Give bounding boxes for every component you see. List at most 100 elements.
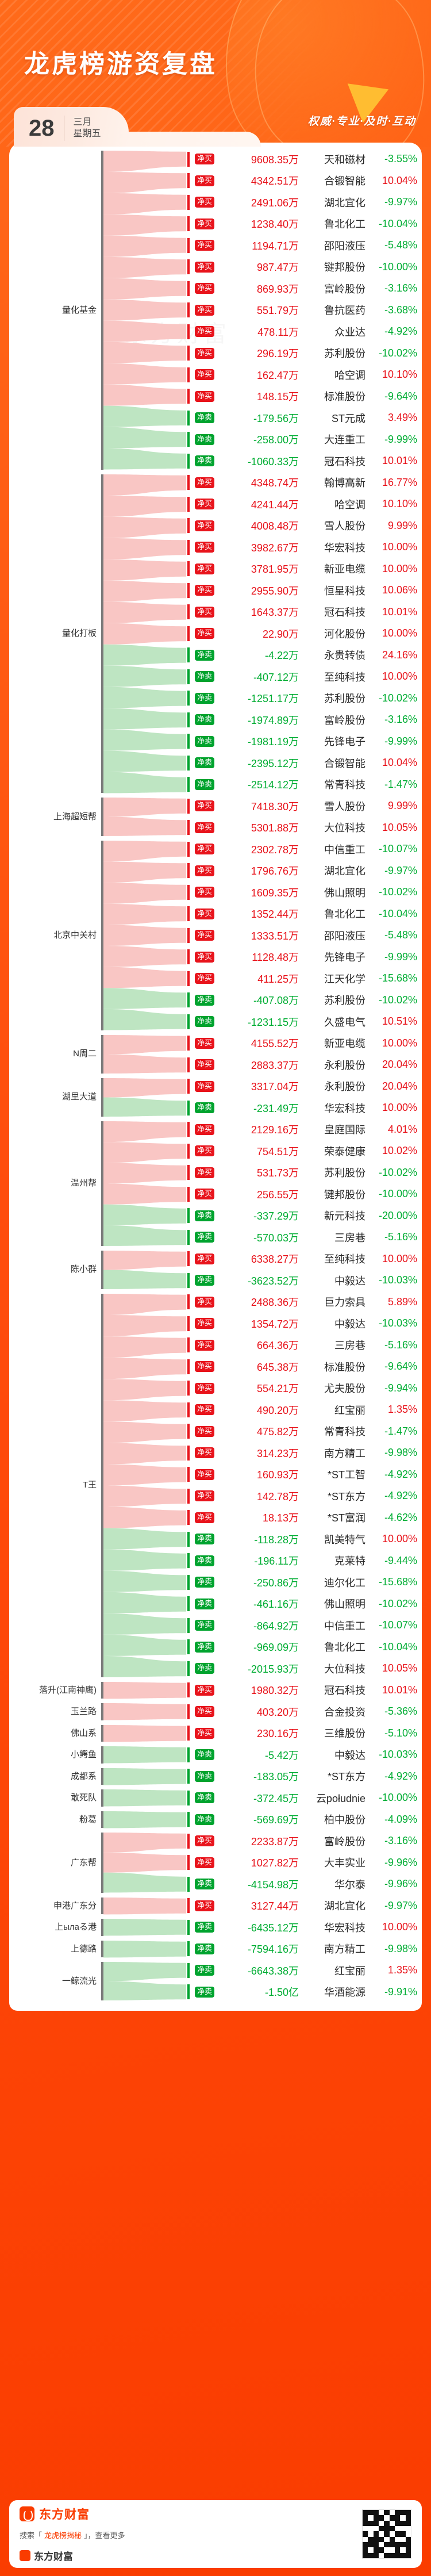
table-row[interactable]: 净卖 -461.16万 佛山照明 -10.02% xyxy=(187,1593,422,1615)
stock-name[interactable]: 新亚电缆 xyxy=(324,564,365,576)
table-row[interactable]: 净卖 -1060.33万 冠石科技 10.01% xyxy=(187,450,422,472)
table-row[interactable]: 净卖 -2514.12万 常青科技 -1.47% xyxy=(187,774,422,796)
table-row[interactable]: 净买 664.36万 三房巷 -5.16% xyxy=(187,1335,422,1356)
table-row[interactable]: 净买 3781.95万 新亚电缆 10.00% xyxy=(187,558,422,580)
table-row[interactable]: 净买 1980.32万 冠石科技 10.01% xyxy=(187,1680,422,1701)
table-row[interactable]: 净卖 -179.56万 ST元成 3.49% xyxy=(187,407,422,429)
table-row[interactable]: 净买 7418.30万 雪人股份 9.99% xyxy=(187,795,422,817)
stock-name[interactable]: 合金投资 xyxy=(324,1706,365,1718)
table-row[interactable]: 净买 1796.76万 湖北宜化 -9.97% xyxy=(187,860,422,882)
stock-name[interactable]: 苏利股份 xyxy=(324,1167,365,1179)
stock-name[interactable]: 红宝丽 xyxy=(334,1404,365,1416)
stock-name[interactable]: 湖北宜化 xyxy=(324,865,365,877)
table-row[interactable]: 净卖 -969.09万 鲁北化工 -10.04% xyxy=(187,1636,422,1658)
stock-name[interactable]: 尤夫股份 xyxy=(324,1383,365,1395)
stock-name[interactable]: 常青科技 xyxy=(324,779,365,791)
table-row[interactable]: 净买 2955.90万 恒星科技 10.06% xyxy=(187,580,422,601)
stock-name[interactable]: 中信重工 xyxy=(324,844,365,856)
table-row[interactable]: 净买 9608.35万 天和磁材 -3.55% xyxy=(187,148,422,170)
stock-name[interactable]: 雪人股份 xyxy=(324,520,365,532)
stock-name[interactable]: 键邦股份 xyxy=(324,262,365,274)
table-row[interactable]: 净买 6338.27万 至纯科技 10.00% xyxy=(187,1248,422,1270)
stock-name[interactable]: 常青科技 xyxy=(324,1426,365,1438)
stock-name[interactable]: 华宏科技 xyxy=(324,542,365,554)
table-row[interactable]: 净买 2491.06万 湖北宜化 -9.97% xyxy=(187,191,422,213)
table-row[interactable]: 净卖 -1981.19万 先锋电子 -9.99% xyxy=(187,731,422,753)
stock-name[interactable]: 恒星科技 xyxy=(324,585,365,597)
stock-name[interactable]: 键邦股份 xyxy=(324,1189,365,1201)
table-row[interactable]: 净买 1352.44万 鲁北化工 -10.04% xyxy=(187,903,422,925)
table-row[interactable]: 净买 148.15万 标准股份 -9.64% xyxy=(187,386,422,408)
stock-name[interactable]: 皇庭国际 xyxy=(324,1124,365,1136)
stock-name[interactable]: 大丰实业 xyxy=(324,1857,365,1869)
stock-name[interactable]: 哈空调 xyxy=(334,499,365,511)
stock-name[interactable]: 中毅达 xyxy=(334,1749,365,1761)
table-row[interactable]: 净卖 -1231.15万 久盛电气 10.51% xyxy=(187,1011,422,1033)
stock-name[interactable]: 永利股份 xyxy=(324,1059,365,1071)
stock-name[interactable]: 中毅达 xyxy=(334,1318,365,1330)
stock-name[interactable]: 河化股份 xyxy=(324,628,365,640)
table-row[interactable]: 净卖 -570.03万 三房巷 -5.16% xyxy=(187,1226,422,1248)
stock-name[interactable]: 至纯科技 xyxy=(324,1254,365,1266)
table-row[interactable]: 净买 3317.04万 永利股份 20.04% xyxy=(187,1076,422,1098)
table-row[interactable]: 净卖 -231.49万 华宏科技 10.00% xyxy=(187,1097,422,1119)
table-row[interactable]: 净买 1333.51万 邵阳液压 -5.48% xyxy=(187,925,422,946)
table-row[interactable]: 净买 314.23万 南方精工 -9.98% xyxy=(187,1442,422,1464)
table-row[interactable]: 净买 1027.82万 大丰实业 -9.96% xyxy=(187,1852,422,1874)
table-row[interactable]: 净卖 -118.28万 凯美特气 10.00% xyxy=(187,1528,422,1550)
stock-name[interactable]: 南方精工 xyxy=(324,1943,365,1956)
stock-name[interactable]: 华尔泰 xyxy=(334,1879,365,1891)
table-row[interactable]: 净买 230.16万 三维股份 -5.10% xyxy=(187,1723,422,1745)
table-row[interactable]: 净买 1128.48万 先锋电子 -9.99% xyxy=(187,946,422,968)
stock-name[interactable]: 鲁北化工 xyxy=(324,218,365,231)
stock-name[interactable]: 克莱特 xyxy=(334,1555,365,1567)
table-row[interactable]: 净卖 -258.00万 大连重工 -9.99% xyxy=(187,429,422,451)
table-row[interactable]: 净卖 -407.08万 苏利股份 -10.02% xyxy=(187,990,422,1011)
table-row[interactable]: 净买 296.19万 苏利股份 -10.02% xyxy=(187,343,422,365)
table-row[interactable]: 净买 22.90万 河化股份 10.00% xyxy=(187,623,422,645)
stock-name[interactable]: 云południe xyxy=(315,1792,365,1804)
table-row[interactable]: 净买 531.73万 苏利股份 -10.02% xyxy=(187,1162,422,1184)
stock-name[interactable]: 华酒能源 xyxy=(324,1987,365,1999)
table-row[interactable]: 净买 4241.44万 哈空调 10.10% xyxy=(187,493,422,515)
table-row[interactable]: 净买 869.93万 富岭股份 -3.16% xyxy=(187,278,422,300)
search-keyword[interactable]: 龙虎榜揭秘 xyxy=(44,2531,82,2540)
table-row[interactable]: 净卖 -407.12万 至纯科技 10.00% xyxy=(187,666,422,688)
stock-name[interactable]: 雪人股份 xyxy=(324,800,365,812)
table-row[interactable]: 净买 554.21万 尤夫股份 -9.94% xyxy=(187,1378,422,1400)
stock-name[interactable]: 冠石科技 xyxy=(324,1685,365,1697)
table-row[interactable]: 净买 1238.40万 鲁北化工 -10.04% xyxy=(187,213,422,235)
table-row[interactable]: 净买 142.78万 *ST东方 -4.92% xyxy=(187,1485,422,1507)
table-row[interactable]: 净买 2233.87万 富岭股份 -3.16% xyxy=(187,1830,422,1852)
table-row[interactable]: 净卖 -3623.52万 中毅达 -10.03% xyxy=(187,1270,422,1291)
table-row[interactable]: 净买 1194.71万 邵阳液压 -5.48% xyxy=(187,235,422,256)
stock-name[interactable]: 华宏科技 xyxy=(324,1102,365,1114)
table-row[interactable]: 净买 4342.51万 合锻智能 10.04% xyxy=(187,170,422,192)
stock-name[interactable]: 富岭股份 xyxy=(324,714,365,726)
table-row[interactable]: 净买 403.20万 合金投资 -5.36% xyxy=(187,1701,422,1723)
table-row[interactable]: 净卖 -1.50亿 华酒能源 -9.91% xyxy=(187,1981,422,2003)
stock-name[interactable]: 巨力索具 xyxy=(324,1297,365,1309)
stock-name[interactable]: 大连重工 xyxy=(324,434,365,446)
stock-name[interactable]: 众业达 xyxy=(334,326,365,338)
stock-name[interactable]: 至纯科技 xyxy=(324,671,365,683)
table-row[interactable]: 净卖 -1251.17万 苏利股份 -10.02% xyxy=(187,688,422,710)
table-row[interactable]: 净卖 -864.92万 中信重工 -10.07% xyxy=(187,1615,422,1636)
table-row[interactable]: 净买 3127.44万 湖北宜化 -9.97% xyxy=(187,1895,422,1917)
stock-name[interactable]: 大位科技 xyxy=(324,822,365,834)
table-row[interactable]: 净卖 -1974.89万 富岭股份 -3.16% xyxy=(187,709,422,731)
stock-name[interactable]: 佛山照明 xyxy=(324,1598,365,1611)
stock-name[interactable]: 新元科技 xyxy=(324,1210,365,1222)
stock-name[interactable]: 柏中股份 xyxy=(324,1814,365,1826)
stock-name[interactable]: 苏利股份 xyxy=(324,693,365,705)
stock-name[interactable]: 三房巷 xyxy=(334,1340,365,1352)
table-row[interactable]: 净卖 -2395.12万 合锻智能 10.04% xyxy=(187,752,422,774)
table-row[interactable]: 净买 1609.35万 佛山照明 -10.02% xyxy=(187,881,422,903)
table-row[interactable]: 净买 1643.37万 冠石科技 10.01% xyxy=(187,601,422,623)
table-row[interactable]: 净买 2129.16万 皇庭国际 4.01% xyxy=(187,1119,422,1141)
table-row[interactable]: 净卖 -4154.98万 华尔泰 -9.96% xyxy=(187,1873,422,1895)
stock-name[interactable]: 荣泰健康 xyxy=(324,1145,365,1157)
table-row[interactable]: 净买 645.38万 标准股份 -9.64% xyxy=(187,1356,422,1378)
stock-name[interactable]: 大位科技 xyxy=(324,1663,365,1675)
stock-name[interactable]: 永利股份 xyxy=(324,1081,365,1093)
